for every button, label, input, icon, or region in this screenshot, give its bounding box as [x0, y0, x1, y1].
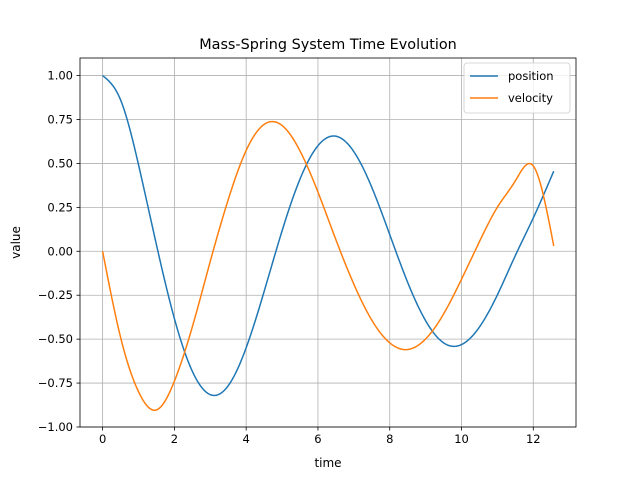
legend-label-position: position	[508, 69, 554, 83]
chart-title: Mass-Spring System Time Evolution	[199, 37, 457, 53]
y-tick-label: 0.25	[47, 200, 73, 214]
x-tick-label: 8	[386, 432, 393, 446]
legend: position velocity	[463, 62, 571, 114]
y-tick-label: −0.50	[38, 332, 73, 346]
series-line-velocity	[101, 120, 555, 411]
x-tick-label: 12	[526, 432, 541, 446]
y-tick-label: 0.75	[47, 113, 73, 127]
x-axis-ticks: 0 2 4 6 8 10 12	[99, 427, 541, 446]
y-tick-label: −1.00	[38, 420, 73, 434]
y-axis-label: value	[9, 226, 23, 259]
y-tick-label: −0.75	[38, 376, 73, 390]
x-tick-label: 2	[171, 432, 178, 446]
series-lines	[101, 74, 555, 411]
y-tick-label: −0.25	[38, 288, 73, 302]
x-tick-label: 10	[454, 432, 469, 446]
series-line-position	[102, 74, 555, 397]
y-axis-ticks: −1.00 −0.75 −0.50 −0.25 0.00 0.25 0.50 0.75 1.00	[38, 69, 80, 434]
x-tick-label: 6	[314, 432, 321, 446]
y-tick-label: 0.50	[47, 156, 73, 170]
x-axis-label: time	[314, 456, 341, 470]
y-tick-label: 1.00	[47, 69, 73, 83]
legend-label-velocity: velocity	[508, 91, 553, 105]
y-tick-label: 0.00	[47, 244, 73, 258]
x-tick-label: 0	[99, 432, 106, 446]
plot-frame	[79, 57, 577, 428]
x-tick-label: 4	[243, 432, 250, 446]
